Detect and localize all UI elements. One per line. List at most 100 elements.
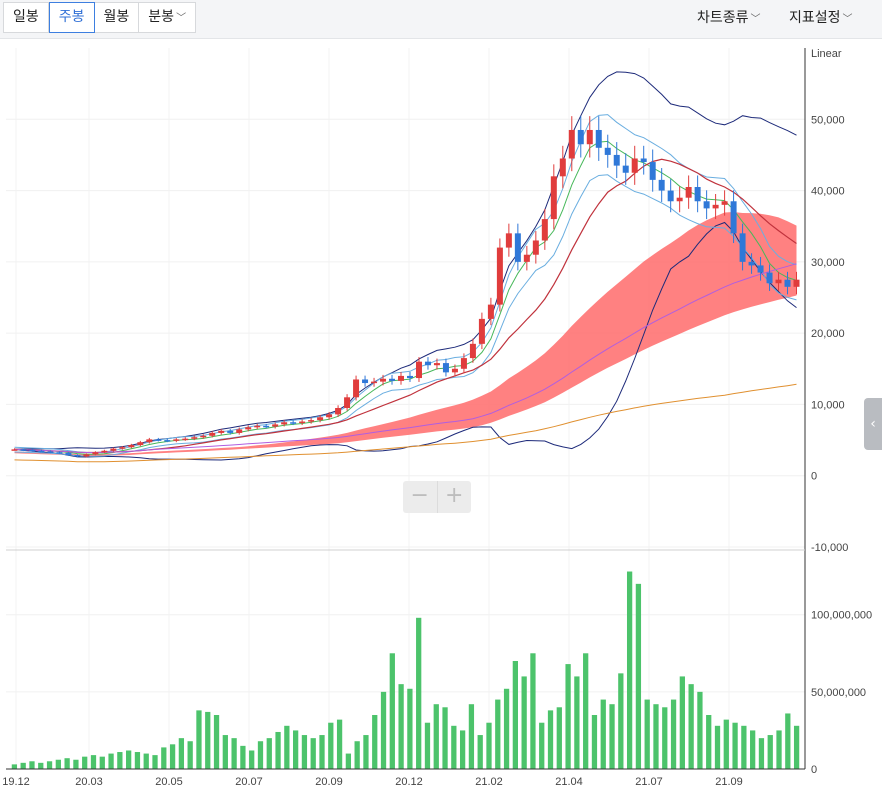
candle-body: [613, 154, 620, 166]
volume-bar: [679, 676, 685, 769]
volume-bar: [442, 707, 448, 769]
candle-body: [631, 158, 638, 173]
cloud-band: [14, 212, 797, 456]
candle-body: [640, 158, 647, 163]
volume-bar: [451, 725, 457, 769]
volume-bar: [293, 730, 299, 769]
y-tick-label: 20,000: [811, 328, 845, 340]
candle-body: [362, 379, 369, 384]
volume-bar: [205, 711, 211, 769]
ma-long-line: [14, 263, 797, 453]
candle-body: [236, 429, 243, 433]
candle-body: [433, 363, 440, 366]
volume-bar: [486, 722, 492, 769]
volume-bar: [653, 704, 659, 769]
indicator-lines: [14, 71, 797, 463]
volume-bar: [99, 756, 105, 769]
candle-body: [739, 233, 746, 262]
volume-bar: [231, 738, 237, 769]
x-tick-label: 20.05: [155, 776, 183, 788]
chart-type-menu[interactable]: 차트종류 ﹀: [697, 7, 761, 27]
volume-bar: [547, 710, 554, 769]
zoom-controls: − +: [403, 481, 471, 513]
volume-tick-label: 0: [811, 764, 817, 776]
volume-bar: [11, 764, 18, 769]
candle-body: [11, 449, 18, 451]
candle-body: [83, 454, 90, 457]
x-tick-label: 21.07: [635, 776, 663, 788]
tab-monthly[interactable]: 월봉: [95, 3, 140, 32]
candle-body: [559, 158, 566, 177]
tab-weekly[interactable]: 주봉: [48, 2, 95, 33]
volume-bar: [398, 684, 404, 769]
candle-body: [595, 129, 602, 148]
volume-bar: [389, 653, 395, 769]
x-tick-label: 21.09: [715, 776, 743, 788]
candle-body: [460, 358, 467, 369]
candle-body: [290, 422, 297, 424]
candle-body: [478, 318, 485, 344]
candle-body: [398, 375, 405, 381]
candle-body: [793, 279, 800, 287]
volume-bar: [275, 731, 281, 769]
candle-body: [487, 304, 494, 319]
volume-bar: [249, 750, 255, 769]
tab-minute[interactable]: 분봉 ﹀: [139, 3, 195, 32]
candle-body: [146, 439, 153, 443]
ma-longest-line: [14, 383, 797, 463]
volume-bar: [64, 758, 70, 769]
volume-bar: [345, 753, 352, 769]
indicator-settings-label: 지표설정: [789, 10, 841, 26]
volume-bar: [187, 741, 193, 769]
volume-bar: [477, 735, 483, 769]
candle-body: [209, 432, 216, 436]
volume-bar: [503, 688, 510, 769]
chevron-down-icon: ﹀: [176, 13, 187, 24]
volume-bar: [644, 699, 650, 769]
y-tick-label: 50,000: [811, 114, 845, 126]
volume-bar: [134, 752, 141, 769]
stock-chart[interactable]: -10,000 0 10,000 20,000 30,000 40,000 50,000 0 5…: [0, 40, 882, 794]
volume-bar: [635, 583, 642, 769]
period-tabs: 일봉 주봉 월봉 분봉 ﹀: [3, 2, 197, 33]
candle-body: [523, 254, 530, 262]
candle-body: [775, 279, 782, 284]
indicator-settings-menu[interactable]: 지표설정 ﹀: [789, 7, 853, 27]
candle-body: [191, 437, 198, 439]
candle-body: [586, 129, 593, 145]
candle-body: [667, 190, 674, 202]
candle-body: [415, 361, 422, 379]
zoom-in-button[interactable]: +: [436, 481, 472, 513]
candle-body: [442, 363, 449, 373]
volume-bar: [521, 676, 527, 769]
chart-toolbar: 일봉 주봉 월봉 분봉 ﹀ 차트종류 ﹀ 지표설정 ﹀: [0, 0, 882, 39]
volume-bar: [495, 699, 501, 769]
candle-body: [128, 445, 135, 448]
candle-body: [254, 425, 261, 428]
candle-body: [604, 147, 611, 155]
side-panel-toggle[interactable]: ‹: [864, 398, 882, 450]
tab-daily[interactable]: 일봉: [4, 3, 49, 32]
candle-body: [137, 442, 144, 446]
candle-body: [74, 455, 81, 457]
volume-bar: [82, 756, 88, 769]
volume-bar: [38, 762, 44, 769]
candle-body: [371, 381, 378, 384]
candle-body: [784, 279, 791, 287]
candle-body: [406, 375, 413, 379]
candle-body: [308, 420, 315, 422]
volume-tick-label: 50,000,000: [811, 687, 866, 699]
volume-bar: [433, 704, 439, 769]
candle-body: [200, 435, 207, 438]
candle-body: [344, 397, 351, 408]
tab-minute-label: 분봉: [148, 9, 175, 25]
candle-body: [227, 430, 234, 433]
volume-bar: [161, 747, 167, 769]
candle-body: [550, 176, 557, 220]
candle-body: [119, 447, 126, 449]
volume-bar: [697, 691, 703, 769]
candle-body: [281, 422, 288, 425]
volume-bar: [776, 730, 782, 769]
candle-body: [110, 448, 117, 451]
zoom-out-button[interactable]: −: [410, 483, 429, 508]
